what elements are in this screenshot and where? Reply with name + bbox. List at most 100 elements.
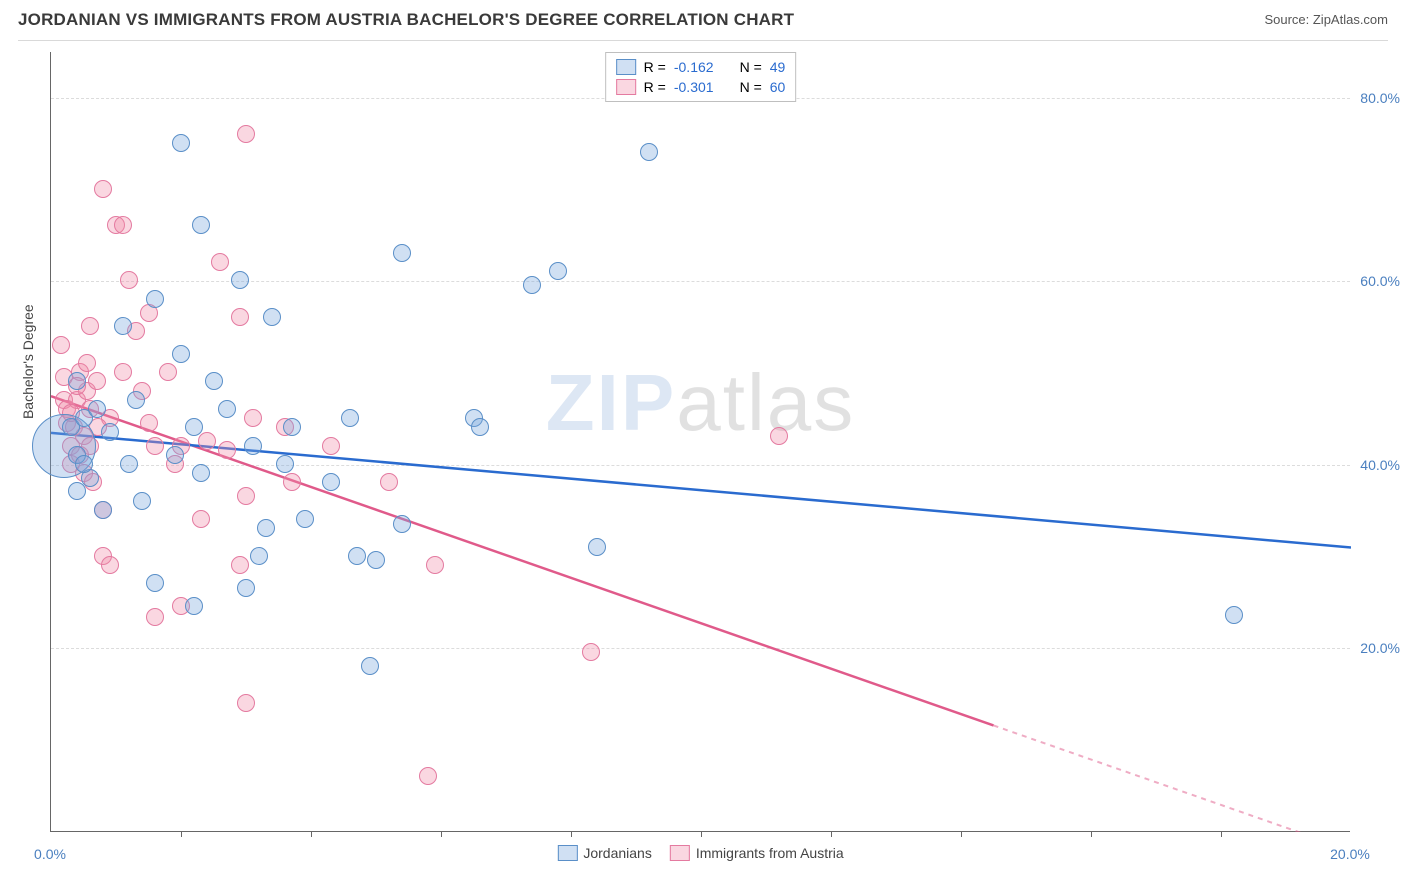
- x-tick: [181, 831, 182, 837]
- watermark: ZIPatlas: [546, 357, 855, 449]
- scatter-point-jordanian: [361, 657, 379, 675]
- y-axis-title: Bachelor's Degree: [20, 304, 36, 419]
- scatter-point-jordanian: [471, 418, 489, 436]
- scatter-point-austria: [237, 487, 255, 505]
- x-tick: [311, 831, 312, 837]
- scatter-point-jordanian: [166, 446, 184, 464]
- scatter-point-austria: [146, 608, 164, 626]
- scatter-point-austria: [231, 556, 249, 574]
- x-tick: [571, 831, 572, 837]
- scatter-point-jordanian: [263, 308, 281, 326]
- y-tick-label: 80.0%: [1360, 90, 1400, 106]
- scatter-point-jordanian: [101, 423, 119, 441]
- x-tick: [1221, 831, 1222, 837]
- scatter-point-austria: [198, 432, 216, 450]
- scatter-point-jordanian: [523, 276, 541, 294]
- scatter-point-jordanian: [120, 455, 138, 473]
- scatter-point-austria: [52, 336, 70, 354]
- scatter-point-austria: [159, 363, 177, 381]
- scatter-point-jordanian: [283, 418, 301, 436]
- scatter-point-austria: [101, 556, 119, 574]
- scatter-point-jordanian: [88, 400, 106, 418]
- scatter-point-austria: [211, 253, 229, 271]
- scatter-point-jordanian: [250, 547, 268, 565]
- scatter-point-jordanian: [68, 372, 86, 390]
- x-tick: [831, 831, 832, 837]
- scatter-point-austria: [419, 767, 437, 785]
- scatter-point-jordanian: [133, 492, 151, 510]
- scatter-point-austria: [283, 473, 301, 491]
- scatter-point-austria: [380, 473, 398, 491]
- scatter-point-jordanian: [393, 515, 411, 533]
- chart-title: JORDANIAN VS IMMIGRANTS FROM AUSTRIA BAC…: [18, 10, 794, 29]
- scatter-point-jordanian: [588, 538, 606, 556]
- scatter-point-jordanian: [127, 391, 145, 409]
- scatter-point-jordanian: [185, 597, 203, 615]
- scatter-point-jordanian: [192, 216, 210, 234]
- legend-row-austria: R = -0.301 N = 60: [616, 77, 786, 97]
- scatter-point-austria: [140, 414, 158, 432]
- x-tick: [441, 831, 442, 837]
- scatter-point-jordanian: [185, 418, 203, 436]
- scatter-point-jordanian: [322, 473, 340, 491]
- n-value-jordanian: 49: [770, 59, 786, 75]
- scatter-point-jordanian: [341, 409, 359, 427]
- scatter-point-jordanian: [393, 244, 411, 262]
- scatter-point-austria: [237, 694, 255, 712]
- scatter-point-jordanian: [296, 510, 314, 528]
- scatter-point-jordanian: [549, 262, 567, 280]
- scatter-point-jordanian: [114, 317, 132, 335]
- scatter-point-jordanian: [348, 547, 366, 565]
- scatter-point-austria: [120, 271, 138, 289]
- scatter-point-austria: [244, 409, 262, 427]
- scatter-point-jordanian: [94, 501, 112, 519]
- scatter-point-austria: [78, 354, 96, 372]
- y-tick-label: 40.0%: [1360, 457, 1400, 473]
- n-value-austria: 60: [770, 79, 786, 95]
- gridline: [51, 465, 1350, 466]
- scatter-point-austria: [322, 437, 340, 455]
- y-tick-label: 20.0%: [1360, 640, 1400, 656]
- scatter-point-jordanian: [244, 437, 262, 455]
- scatter-point-jordanian: [75, 455, 93, 473]
- legend-item-jordanian: Jordanians: [557, 845, 652, 861]
- swatch-jordanian-bottom: [557, 845, 577, 861]
- scatter-point-austria: [94, 180, 112, 198]
- x-tick: [961, 831, 962, 837]
- source-attribution: Source: ZipAtlas.com: [1264, 12, 1388, 27]
- x-tick: [1091, 831, 1092, 837]
- scatter-point-jordanian: [276, 455, 294, 473]
- scatter-point-jordanian: [172, 134, 190, 152]
- x-axis-min-label: 0.0%: [34, 846, 66, 862]
- r-value-jordanian: -0.162: [674, 59, 714, 75]
- scatter-point-austria: [426, 556, 444, 574]
- scatter-point-austria: [81, 317, 99, 335]
- scatter-point-austria: [770, 427, 788, 445]
- correlation-legend: R = -0.162 N = 49 R = -0.301 N = 60: [605, 52, 797, 102]
- scatter-point-jordanian: [192, 464, 210, 482]
- scatter-point-austria: [582, 643, 600, 661]
- x-axis-max-label: 20.0%: [1330, 846, 1370, 862]
- scatter-point-jordanian: [68, 482, 86, 500]
- scatter-point-jordanian: [237, 579, 255, 597]
- x-tick: [701, 831, 702, 837]
- scatter-point-jordanian: [231, 271, 249, 289]
- scatter-point-jordanian: [640, 143, 658, 161]
- legend-item-austria: Immigrants from Austria: [670, 845, 844, 861]
- plot-region: ZIPatlas R = -0.162 N = 49 R = -0.301 N …: [50, 52, 1350, 832]
- scatter-point-austria: [114, 363, 132, 381]
- y-tick-label: 60.0%: [1360, 273, 1400, 289]
- swatch-austria: [616, 79, 636, 95]
- gridline: [51, 648, 1350, 649]
- scatter-point-austria: [192, 510, 210, 528]
- scatter-point-austria: [237, 125, 255, 143]
- chart-header: JORDANIAN VS IMMIGRANTS FROM AUSTRIA BAC…: [18, 10, 1388, 41]
- scatter-point-austria: [218, 441, 236, 459]
- scatter-point-jordanian: [172, 345, 190, 363]
- r-value-austria: -0.301: [674, 79, 714, 95]
- swatch-austria-bottom: [670, 845, 690, 861]
- scatter-point-jordanian: [257, 519, 275, 537]
- series-legend: Jordanians Immigrants from Austria: [557, 845, 843, 861]
- scatter-point-austria: [231, 308, 249, 326]
- scatter-point-jordanian: [205, 372, 223, 390]
